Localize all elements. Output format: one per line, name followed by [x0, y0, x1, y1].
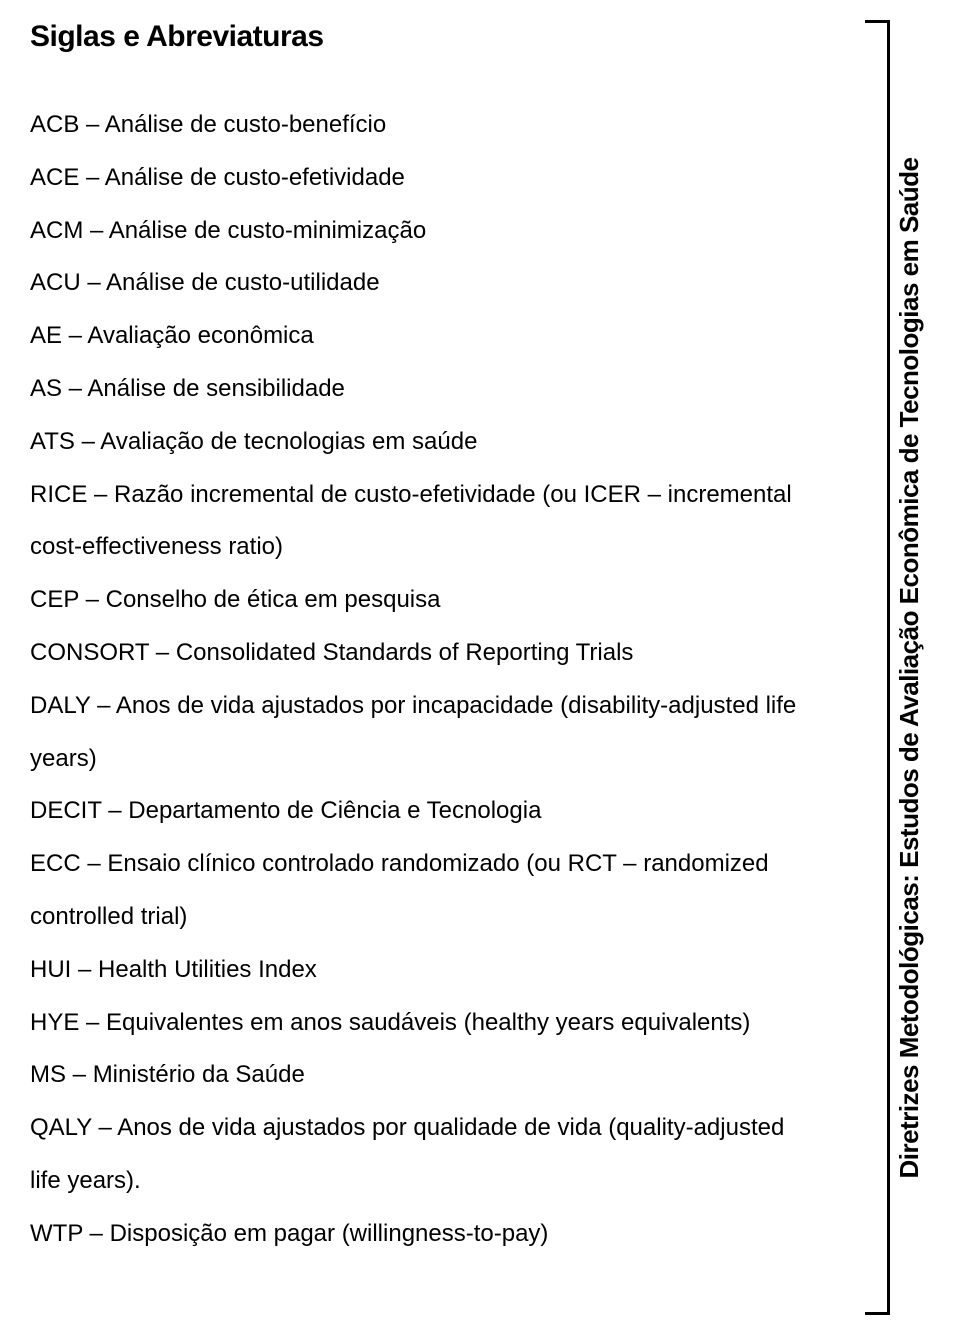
sidebar-border-top	[865, 20, 890, 23]
abbr: ATS	[30, 428, 75, 455]
list-item: AE – Avaliação econômica	[30, 310, 810, 363]
list-item: HYE – Equivalentes em anos saudáveis (he…	[30, 997, 810, 1050]
definition: Análise de custo-utilidade	[106, 269, 380, 296]
list-item: MS – Ministério da Saúde	[30, 1049, 810, 1102]
abbr: DALY	[30, 692, 90, 719]
definition: Disposição em pagar (willingness-to-pay)	[110, 1220, 549, 1247]
definition: Departamento de Ciência e Tecnologia	[128, 797, 541, 824]
abbreviation-list: ACB – Análise de custo-benefício ACE – A…	[30, 99, 810, 1261]
list-item: CONSORT – Consolidated Standards of Repo…	[30, 627, 810, 680]
abbr: HYE	[30, 1009, 79, 1036]
definition: Análise de custo-efetividade	[105, 164, 405, 191]
sidebar-title: Diretrizes Metodológicas: Estudos de Ava…	[894, 157, 925, 1178]
list-item: HUI – Health Utilities Index	[30, 944, 810, 997]
definition: Avaliação de tecnologias em saúde	[100, 428, 477, 455]
definition: Equivalentes em anos saudáveis (healthy …	[106, 1009, 750, 1036]
page-title: Siglas e Abreviaturas	[30, 20, 810, 54]
abbr: CEP	[30, 586, 79, 613]
abbr: AS	[30, 375, 62, 402]
definition: Razão incremental de custo-efetividade (…	[30, 481, 792, 561]
list-item: RICE – Razão incremental de custo-efetiv…	[30, 469, 810, 575]
list-item: CEP – Conselho de ética em pesquisa	[30, 574, 810, 627]
definition: Health Utilities Index	[98, 956, 317, 983]
definition: Ministério da Saúde	[93, 1061, 305, 1088]
definition: Anos de vida ajustados por qualidade de …	[30, 1114, 784, 1194]
list-item: ECC – Ensaio clínico controlado randomiz…	[30, 838, 810, 944]
list-item: ACB – Análise de custo-benefício	[30, 99, 810, 152]
definition: Avaliação econômica	[87, 322, 313, 349]
main-content: Siglas e Abreviaturas ACB – Análise de c…	[30, 20, 810, 1261]
list-item: QALY – Anos de vida ajustados por qualid…	[30, 1102, 810, 1208]
list-item: DECIT – Departamento de Ciência e Tecnol…	[30, 785, 810, 838]
abbr: CONSORT	[30, 639, 149, 666]
abbr: WTP	[30, 1220, 83, 1247]
abbr: ACM	[30, 217, 83, 244]
sidebar-border-bottom	[865, 1312, 890, 1315]
definition: Conselho de ética em pesquisa	[106, 586, 441, 613]
abbr: ECC	[30, 850, 81, 877]
abbr: ACB	[30, 111, 79, 138]
list-item: ACU – Análise de custo-utilidade	[30, 257, 810, 310]
abbr: RICE	[30, 481, 87, 508]
definition: Consolidated Standards of Reporting Tria…	[176, 639, 634, 666]
list-item: ACE – Análise de custo-efetividade	[30, 152, 810, 205]
definition: Anos de vida ajustados por incapacidade …	[30, 692, 796, 772]
abbr: ACU	[30, 269, 81, 296]
abbr: AE	[30, 322, 62, 349]
list-item: AS – Análise de sensibilidade	[30, 363, 810, 416]
definition: Ensaio clínico controlado randomizado (o…	[30, 850, 769, 930]
list-item: ATS – Avaliação de tecnologias em saúde	[30, 416, 810, 469]
list-item: DALY – Anos de vida ajustados por incapa…	[30, 680, 810, 786]
abbr: MS	[30, 1061, 66, 1088]
list-item: WTP – Disposição em pagar (willingness-t…	[30, 1208, 810, 1261]
abbr: QALY	[30, 1114, 92, 1141]
list-item: ACM – Análise de custo-minimização	[30, 205, 810, 258]
abbr: DECIT	[30, 797, 102, 824]
abbr: ACE	[30, 164, 79, 191]
sidebar-border	[887, 20, 890, 1315]
definition: Análise de sensibilidade	[87, 375, 345, 402]
definition: Análise de custo-minimização	[109, 217, 426, 244]
abbr: HUI	[30, 956, 71, 983]
definition: Análise de custo-benefício	[105, 111, 387, 138]
